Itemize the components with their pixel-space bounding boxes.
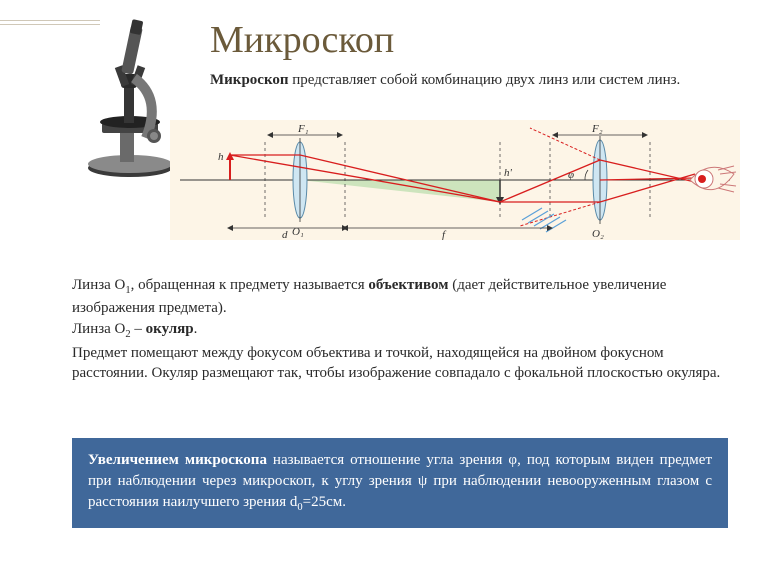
intro-rest: представляет собой комбинацию двух линз …: [289, 72, 681, 88]
svg-text:h': h': [504, 167, 513, 179]
svg-text:O₂: O₂: [592, 228, 604, 240]
intro-bold: Микроскоп: [210, 72, 289, 88]
body-text: Линза О1, обращенная к предмету называет…: [72, 275, 728, 384]
svg-text:φ: φ: [568, 169, 574, 181]
svg-text:d: d: [282, 229, 288, 240]
svg-text:F₁: F₁: [297, 123, 309, 135]
page-title: Микроскоп: [210, 18, 394, 62]
svg-text:h: h: [218, 151, 224, 163]
optics-diagram: h O₁ O₂ F₁ F₂ h' φ: [170, 120, 740, 240]
definition-box: Увеличением микроскопа называется отноше…: [72, 438, 728, 528]
svg-text:F₂: F₂: [591, 123, 603, 135]
intro-text: Микроскоп представляет собой комбинацию …: [210, 70, 728, 90]
